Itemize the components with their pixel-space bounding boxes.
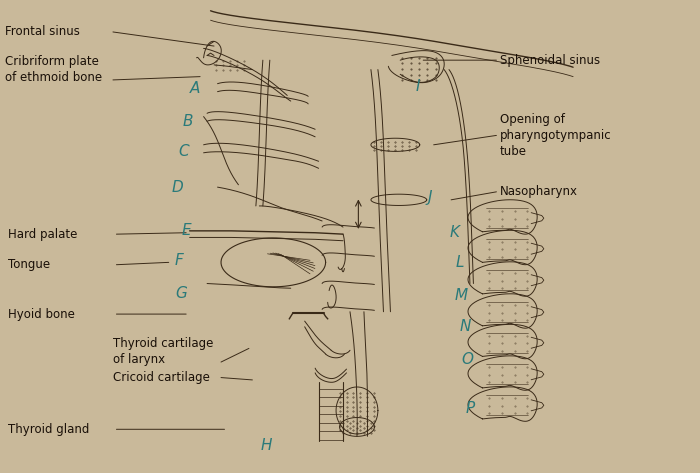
Text: A: A <box>190 81 200 96</box>
Text: Tongue: Tongue <box>8 258 50 271</box>
Text: E: E <box>181 223 191 238</box>
Text: G: G <box>175 286 187 301</box>
Text: Thyroid cartilage
of larynx: Thyroid cartilage of larynx <box>113 337 214 366</box>
Text: K: K <box>449 225 460 240</box>
Text: Nasopharynx: Nasopharynx <box>500 185 578 198</box>
Text: B: B <box>183 114 193 129</box>
Text: D: D <box>172 180 183 194</box>
Text: Cricoid cartilage: Cricoid cartilage <box>113 371 210 384</box>
Text: F: F <box>175 254 183 269</box>
Text: H: H <box>260 438 272 453</box>
Text: N: N <box>459 319 470 334</box>
Text: J: J <box>428 191 433 205</box>
Text: M: M <box>455 288 468 303</box>
Text: C: C <box>178 144 190 159</box>
Text: I: I <box>416 79 421 95</box>
Text: Sphenoidal sinus: Sphenoidal sinus <box>500 53 600 67</box>
Text: P: P <box>466 401 475 416</box>
Text: Hyoid bone: Hyoid bone <box>8 307 75 321</box>
Text: Thyroid gland: Thyroid gland <box>8 423 90 436</box>
Text: Opening of
pharyngotympanic
tube: Opening of pharyngotympanic tube <box>500 113 612 158</box>
Text: Cribriform plate
of ethmoid bone: Cribriform plate of ethmoid bone <box>5 55 102 84</box>
Text: L: L <box>456 255 464 271</box>
Text: Hard palate: Hard palate <box>8 228 78 241</box>
Text: Frontal sinus: Frontal sinus <box>5 26 80 38</box>
Text: O: O <box>461 352 473 367</box>
